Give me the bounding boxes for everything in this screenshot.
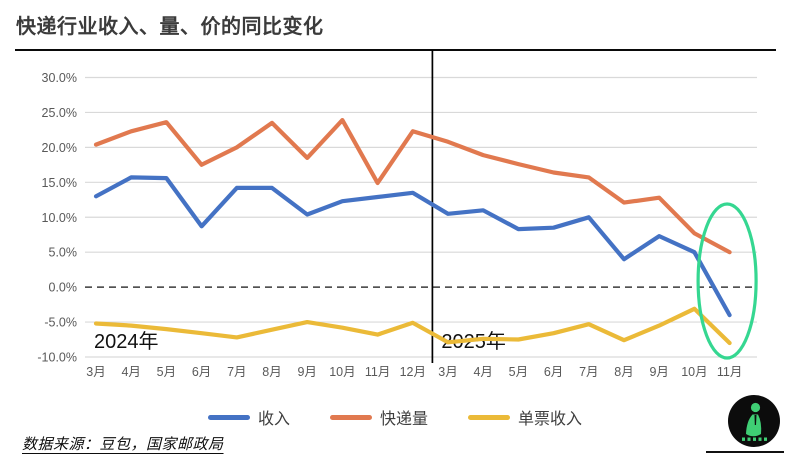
legend-label-parcel-volume: 快递量 bbox=[379, 411, 428, 428]
y-tick-label: 30.0% bbox=[42, 71, 77, 85]
legend-item-parcel-volume: 快递量 bbox=[329, 405, 428, 429]
x-tick-label: 3月 bbox=[86, 365, 105, 379]
x-tick-label: 4月 bbox=[473, 365, 492, 379]
y-tick-label: 10.0% bbox=[42, 211, 77, 225]
legend-swatch-per-parcel-revenue bbox=[468, 414, 510, 420]
legend-swatch-parcel-volume bbox=[329, 414, 372, 420]
x-tick-label: 7月 bbox=[579, 365, 598, 379]
y-tick-label: 5.0% bbox=[49, 246, 78, 260]
y-tick-label: -10.0% bbox=[37, 351, 77, 365]
x-tick-label: 6月 bbox=[192, 365, 211, 379]
x-tick-label: 8月 bbox=[262, 365, 281, 379]
x-tick-label: 9月 bbox=[649, 365, 668, 379]
doubao-logo bbox=[728, 395, 780, 447]
x-tick-label: 5月 bbox=[509, 365, 528, 379]
series-line-revenue bbox=[93, 175, 732, 318]
legend-swatch-revenue bbox=[207, 414, 250, 420]
series-line-parcel-volume bbox=[93, 117, 732, 255]
bottom-right-rule bbox=[706, 451, 784, 453]
x-tick-label: 12月 bbox=[400, 365, 426, 379]
y-tick-label: -5.0% bbox=[44, 316, 77, 330]
y-tick-label: 25.0% bbox=[42, 106, 77, 120]
legend-label-per-parcel-revenue: 单票收入 bbox=[518, 411, 583, 428]
legend-item-per-parcel-revenue: 单票收入 bbox=[468, 405, 582, 429]
x-tick-label: 3月 bbox=[438, 365, 457, 379]
legend-label-revenue: 收入 bbox=[257, 411, 290, 428]
x-tick-label: 11月 bbox=[365, 365, 390, 379]
title-underline bbox=[15, 49, 776, 51]
x-tick-label: 8月 bbox=[614, 365, 633, 379]
legend-item-revenue: 收入 bbox=[207, 405, 290, 429]
y-tick-label: 0.0% bbox=[49, 281, 78, 295]
x-tick-label: 10月 bbox=[681, 365, 707, 379]
x-tick-label: 6月 bbox=[544, 365, 563, 379]
y-tick-label: 15.0% bbox=[42, 176, 77, 190]
x-tick-label: 5月 bbox=[157, 365, 176, 379]
logo-figure-body-icon bbox=[746, 414, 762, 437]
logo-figure-tie-icon bbox=[754, 415, 757, 425]
x-tick-label: 4月 bbox=[121, 365, 140, 379]
logo-figure-head-icon bbox=[750, 402, 761, 413]
x-tick-label: 9月 bbox=[297, 365, 316, 379]
y-tick-label: 20.0% bbox=[42, 141, 77, 155]
x-tick-label: 7月 bbox=[227, 365, 246, 379]
x-tick-label: 10月 bbox=[329, 365, 355, 379]
x-tick-label: 11月 bbox=[717, 365, 742, 379]
chart-legend: 收入 快递量 单票收入 bbox=[0, 405, 790, 429]
year-label-left: 2024年 bbox=[94, 330, 159, 353]
highlight-ellipse bbox=[696, 202, 758, 360]
data-source-note: 数据来源：豆包，国家邮政局 bbox=[22, 436, 224, 453]
series-line-per-parcel-revenue bbox=[93, 306, 732, 346]
logo-caption-marks bbox=[742, 437, 767, 441]
chart-title: 快递行业收入、量、价的同比变化 bbox=[16, 16, 324, 38]
